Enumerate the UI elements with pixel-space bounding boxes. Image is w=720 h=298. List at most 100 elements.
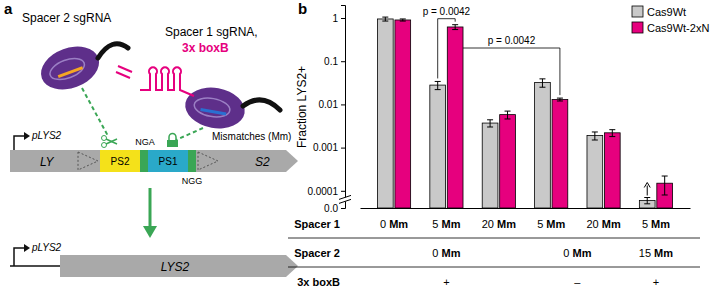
error-bar: [609, 130, 615, 137]
label-part: Mm: [572, 247, 591, 259]
legend-swatch: [632, 22, 643, 33]
label-part: Mm: [497, 218, 516, 230]
bar: [447, 27, 463, 208]
error-line: [664, 176, 665, 195]
label-part: Mm: [651, 218, 670, 230]
table-cell: 15 Mm: [639, 247, 673, 259]
scissor-handle: [102, 136, 107, 141]
error-bar: [382, 17, 388, 21]
gene-label: LY: [40, 155, 55, 169]
y-tick-label: 1: [332, 13, 338, 24]
sgrna-label: Spacer 1 sgRNA,: [165, 25, 258, 39]
y-axis: 0.00.00010.0010.010.11: [307, 6, 345, 214]
protospacer: [148, 150, 188, 172]
y-tick-mark: [341, 18, 345, 19]
figure: aSpacer 2 sgRNASpacer 1 sgRNA,3x boxBMis…: [0, 0, 720, 298]
error-cap: [662, 194, 668, 195]
label-part: Mm: [442, 218, 461, 230]
x-tick: 5 Mm: [432, 208, 460, 230]
sgrna-label: Spacer 2 sgRNA: [22, 11, 111, 25]
target-line: [176, 128, 203, 140]
error-line: [437, 81, 438, 89]
label-part: 0: [380, 218, 389, 230]
scissor-handle: [102, 143, 107, 148]
repeat: [78, 152, 98, 170]
limit-arrow: [647, 186, 648, 196]
y-tick: 0.01: [319, 99, 345, 110]
y-tick: 0.0: [324, 203, 345, 214]
error-cap: [487, 126, 493, 127]
cas9-spacer1: [182, 83, 248, 133]
error-line: [612, 130, 613, 137]
rna-tail: [243, 100, 280, 110]
protospacer: [100, 150, 140, 172]
error-line: [507, 111, 508, 119]
error-bar: [452, 25, 458, 30]
scissors: [102, 136, 118, 148]
pam-label: NGG: [182, 176, 203, 186]
x-tick: 20 Mm: [482, 208, 516, 230]
bar: [535, 83, 551, 208]
cas9-groove: [193, 95, 232, 119]
interaction: [116, 72, 130, 78]
bar: [604, 133, 620, 208]
error-line: [542, 79, 543, 87]
cas9-groove: [47, 54, 87, 83]
p-value: p = 0.0042: [423, 6, 471, 17]
label-part: 5: [537, 218, 546, 230]
y-tick-label: 0.1: [324, 56, 338, 67]
label-part: 20: [482, 218, 497, 230]
error-line: [455, 25, 456, 30]
x-axis-line: [361, 208, 691, 209]
error-line: [385, 17, 386, 21]
mismatch-label: Mismatches (Mm): [212, 131, 291, 142]
bar: [587, 136, 603, 208]
arrow-shaft: [149, 188, 152, 228]
cas9-body: [182, 83, 248, 133]
bar: [482, 123, 498, 208]
legend-swatch: [632, 6, 643, 17]
error-bar: [557, 98, 563, 101]
table-cell: +: [653, 276, 659, 288]
x-tick-label: 5 Mm: [642, 218, 670, 230]
error-bar: [592, 132, 598, 140]
protospacer-label: PS1: [159, 156, 178, 167]
y-tick-label: 0.01: [319, 99, 339, 110]
plot-marks: [377, 17, 672, 208]
table-rule: [288, 267, 700, 268]
y-tick-mark: [341, 148, 345, 149]
label-part: 5: [642, 218, 651, 230]
p-bracket: [438, 19, 455, 79]
error-cap: [662, 176, 668, 177]
promoter-label: pLYS2: [31, 130, 62, 141]
y-tick-label: 0.0001: [307, 186, 338, 197]
error-cap: [452, 24, 458, 25]
error-bar: [662, 176, 668, 195]
bar: [500, 115, 516, 208]
label-part: 0: [432, 247, 441, 259]
y-tick-mark: [341, 61, 345, 62]
cas9-spacer2: [35, 39, 105, 97]
error-bar: [539, 79, 545, 87]
padlock: [167, 134, 178, 147]
spacer: [58, 68, 82, 77]
y-tick: 1: [332, 13, 345, 24]
error-cap: [539, 87, 545, 88]
table-cell: 0 Mm: [563, 247, 591, 259]
y-tick-mark: [341, 104, 345, 105]
label-part: 20: [586, 218, 601, 230]
gene-block: [10, 150, 100, 172]
rna-tail: [98, 44, 128, 58]
error-cap: [609, 129, 615, 130]
promoter-arrow: [14, 248, 24, 266]
p-value: p = 0.0042: [488, 35, 536, 46]
promoter-arrow: [14, 136, 24, 150]
panel-a: aSpacer 2 sgRNASpacer 1 sgRNA,3x boxBMis…: [4, 0, 298, 277]
x-tick: 5 Mm: [537, 208, 565, 230]
error-cap: [400, 18, 406, 19]
y-tick: 0.0001: [307, 186, 345, 197]
pam: [140, 150, 148, 172]
error-line: [490, 120, 491, 127]
x-axis: 0 Mm5 Mm20 Mm5 Mm20 Mm5 Mm: [361, 208, 691, 230]
label-part: Mm: [389, 218, 408, 230]
